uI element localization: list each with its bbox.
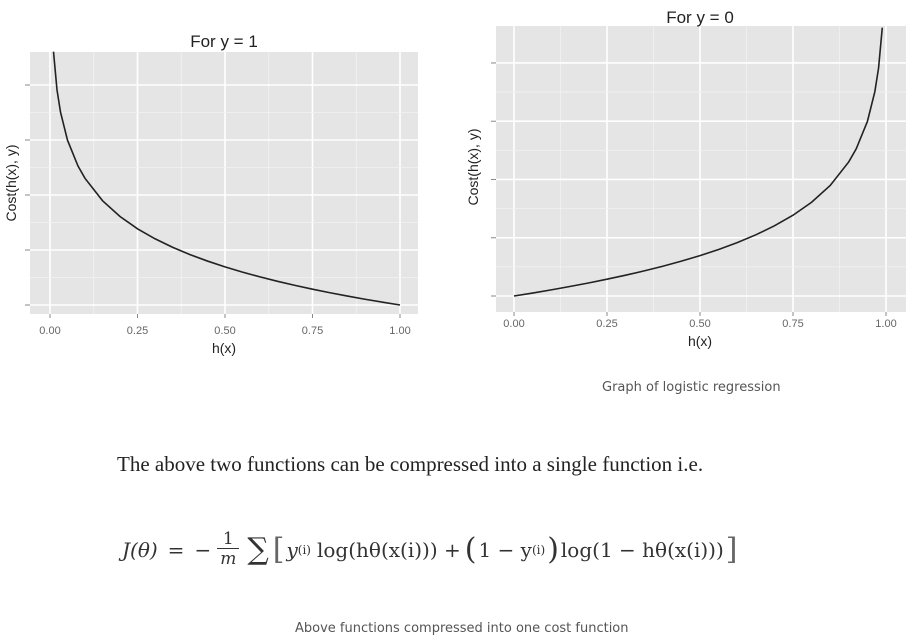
formula-y-var: y: [286, 537, 298, 562]
x-axis-ticks-2: 0.00 0.25 0.50 0.75 1.00: [503, 312, 897, 330]
x-tick-label: 0.25: [127, 325, 148, 337]
y-axis-ticks-2: [491, 62, 496, 297]
x-tick-label: 0.00: [39, 325, 60, 337]
x-axis-title-2: h(x): [688, 333, 712, 349]
grid-2: [496, 26, 906, 312]
formula-denominator: m: [220, 549, 237, 569]
chart-for-y-equals-1: 0.00 0.25 0.50 0.75 1.00 For y = 1 h(x) Cost…: [3, 32, 418, 356]
cost-function-formula: J(θ) = − 1 m ∑ [ y (i) log(hθ(x(i))) + ( …: [122, 530, 739, 569]
sum-symbol: ∑: [247, 531, 269, 567]
formula-one-minus: 1 − y: [478, 537, 532, 562]
open-paren: (: [464, 531, 477, 567]
close-bracket: ]: [725, 531, 738, 567]
formula-fraction: 1 m: [217, 529, 240, 569]
formula-log-term-2: log(1 − hθ(x(i))): [560, 537, 724, 562]
x-axis-ticks-1: 0.00 0.25 0.50 0.75 1.00: [39, 314, 411, 337]
charts-figure: 0.00 0.25 0.50 0.75 1.00 For y = 1 h(x) Cost…: [3, 8, 906, 356]
series-line-cost-y0: [513, 27, 884, 297]
formula-lhs: J(θ): [122, 537, 158, 562]
chart-title-1: For y = 1: [190, 32, 258, 51]
x-tick-label: 0.00: [503, 318, 524, 330]
formula-numerator: 1: [222, 529, 234, 549]
open-bracket: [: [272, 531, 285, 567]
formula-superscript-2: (i): [531, 542, 546, 557]
grid-1: [30, 52, 418, 314]
x-tick-label: 0.50: [689, 318, 710, 330]
y-axis-ticks-1: [25, 84, 30, 306]
x-axis-title-1: h(x): [212, 340, 236, 356]
y-axis-title-2: Cost(h(x), y): [465, 129, 481, 206]
x-tick-label: 1.00: [875, 318, 896, 330]
chart-title-2: For y = 0: [666, 8, 734, 27]
plot-panel-2: [496, 26, 906, 312]
x-tick-label: 0.25: [596, 318, 617, 330]
graph-caption: Graph of logistic regression: [602, 380, 781, 395]
plot-panel-1: [30, 52, 418, 314]
x-tick-label: 0.75: [302, 325, 323, 337]
formula-log-term-1: log(hθ(x(i))) +: [316, 537, 461, 562]
close-paren: ): [547, 531, 559, 567]
x-tick-label: 0.75: [782, 318, 803, 330]
formula-caption: Above functions compressed into one cost…: [295, 621, 629, 636]
formula-superscript-1: (i): [297, 542, 311, 557]
body-paragraph: The above two functions can be compresse…: [117, 452, 704, 476]
series-line-cost-y1: [52, 51, 401, 306]
fraction-bar: [217, 548, 240, 549]
formula-equals: =: [167, 537, 185, 562]
formula-minus: −: [194, 537, 212, 562]
chart-for-y-equals-0: 0.00 0.25 0.50 0.75 1.00 For y = 0 h(x) Cost…: [465, 8, 906, 349]
x-tick-label: 1.00: [389, 325, 410, 337]
y-axis-title-1: Cost(h(x), y): [3, 145, 19, 222]
x-tick-label: 0.50: [214, 325, 235, 337]
